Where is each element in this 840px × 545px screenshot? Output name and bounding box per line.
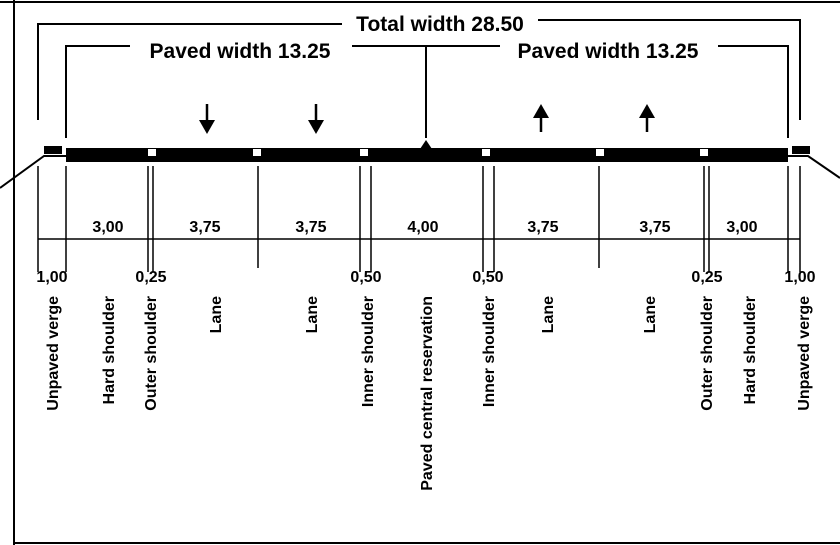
total-width-label: Total width 28.50 [356,13,524,36]
dimension-lane-4: 3,75 [639,219,670,236]
arrow-down-icon [308,104,324,134]
label-unpaved-verge-right: Unpaved verge [796,296,813,411]
dimension-hard-shoulder-left: 3,00 [92,219,123,236]
road-surface [44,140,810,162]
extension-lines [37,166,801,272]
label-hard-shoulder-left: Hard shoulder [101,296,118,404]
paved-width-bracket-left [65,45,427,138]
arrow-up-icon [639,104,655,132]
dimension-inner-shoulder-right: 0,50 [472,269,503,286]
dimension-lane-2: 3,75 [295,219,326,236]
dimension-lane-1: 3,75 [189,219,220,236]
dimension-central-reservation: 4,00 [407,219,438,236]
label-inner-shoulder-left: Inner shoulder [360,296,377,407]
paved-width-left-label: Paved width 13.25 [150,40,331,63]
dimension-verge-left: 1,00 [36,269,67,286]
arrow-down-icon [199,104,215,134]
label-lane-2: Lane [304,296,321,333]
label-lane-4: Lane [642,296,659,333]
arrow-up-icon [533,104,549,132]
dimension-inner-shoulder-left: 0,50 [350,269,381,286]
dimension-outer-shoulder-right: 0,25 [691,269,722,286]
paved-width-bracket-right [426,45,789,138]
label-unpaved-verge-left: Unpaved verge [45,296,62,411]
embankment-slopes [0,155,840,189]
dimension-lane-3: 3,75 [527,219,558,236]
label-inner-shoulder-right: Inner shoulder [481,296,498,407]
label-lane-1: Lane [208,296,225,333]
dimension-verge-right: 1,00 [784,269,815,286]
total-width-bracket [37,19,801,120]
label-lane-3: Lane [540,296,557,333]
dimension-hard-shoulder-right: 3,00 [726,219,757,236]
label-hard-shoulder-right: Hard shoulder [742,296,759,404]
label-paved-central-reservation: Paved central reservation [419,296,436,491]
dimension-outer-shoulder-left: 0,25 [135,269,166,286]
label-outer-shoulder-right: Outer shoulder [699,296,716,411]
paved-width-right-label: Paved width 13.25 [518,40,699,63]
label-outer-shoulder-left: Outer shoulder [143,296,160,411]
